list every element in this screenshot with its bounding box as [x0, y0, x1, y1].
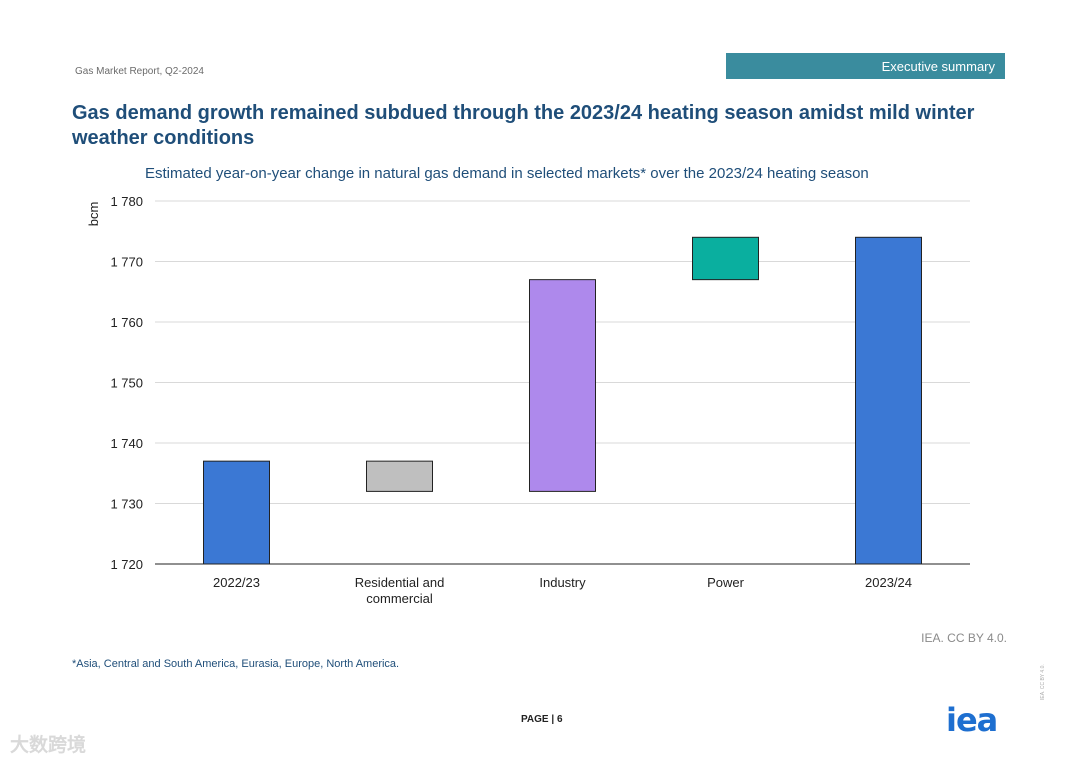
- y-tick-label: 1 720: [110, 557, 143, 572]
- y-tick-label: 1 770: [110, 255, 143, 270]
- x-tick-label: 2022/23: [213, 575, 260, 590]
- chart-title: Estimated year-on-year change in natural…: [145, 165, 869, 182]
- x-axis: 2022/23 Residential and commercial Industry…: [213, 575, 912, 606]
- credit-text: IEA. CC BY 4.0.: [921, 631, 1007, 645]
- y-axis-label: bcm: [86, 202, 101, 227]
- bar-power: [692, 236, 759, 281]
- y-tick-label: 1 750: [110, 376, 143, 391]
- x-tick-label: Power: [707, 575, 745, 590]
- footnote: *Asia, Central and South America, Eurasi…: [72, 658, 400, 670]
- page-title: Gas demand growth remained subdued throu…: [72, 102, 975, 149]
- report-name: Gas Market Report, Q2-2024: [75, 66, 204, 77]
- bars: [203, 236, 922, 565]
- license-note: IEA. CC BY 4.0.: [1040, 664, 1046, 700]
- page-number: PAGE | 6: [521, 714, 563, 725]
- section-tab: Executive summary: [726, 53, 1005, 79]
- y-axis: 1 720 1 730 1 740 1 750 1 760 1 770 1 780: [110, 194, 143, 572]
- bar-2022-23: [203, 460, 270, 565]
- y-tick-label: 1 740: [110, 436, 143, 451]
- bar-residential-and-commercial: [366, 460, 433, 492]
- bar-2023-24: [855, 236, 922, 565]
- x-tick-label: Industry: [539, 575, 586, 590]
- watermark: 大数跨境: [10, 735, 87, 756]
- x-tick-label: 2023/24: [865, 575, 912, 590]
- x-tick-label: Residential and commercial: [355, 575, 445, 606]
- bar-industry: [529, 279, 596, 492]
- y-tick-label: 1 730: [110, 497, 143, 512]
- y-tick-label: 1 780: [110, 194, 143, 209]
- iea-logo[interactable]: iea: [946, 701, 998, 739]
- y-tick-label: 1 760: [110, 315, 143, 330]
